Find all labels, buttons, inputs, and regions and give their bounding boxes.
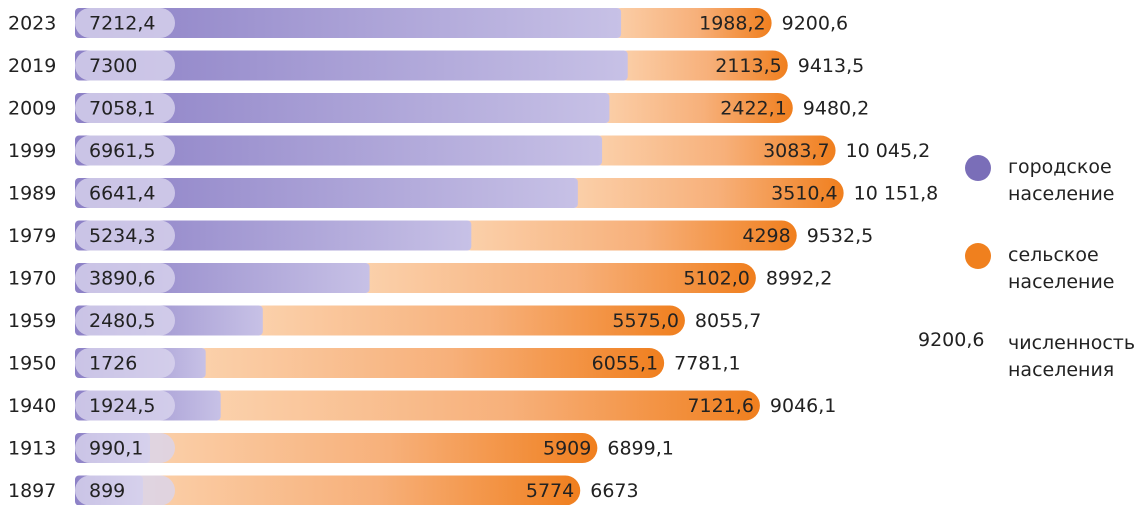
urban-label-pill [75,8,175,38]
rural-bar [606,8,772,38]
urban-value-label: 990,1 [89,438,143,460]
rural-value-label: 4298 [742,225,790,247]
urban-label-pill [75,475,175,505]
rural-bar [562,178,844,208]
urban-value-label: 899 [89,480,125,502]
urban-label-pill [75,50,175,81]
rural-value-label: 6055,1 [592,353,658,375]
total-label: 9046,1 [770,395,836,417]
urban-bar [75,178,578,208]
urban-value-label: 7212,4 [89,13,155,35]
rural-bar [134,433,598,463]
rural-value-label: 5575,0 [612,310,678,332]
legend-label: городское население [1008,156,1115,205]
urban-value-label: 6641,4 [89,183,155,205]
rural-value-label: 5774 [526,480,574,502]
urban-value-label: 7300 [89,55,137,77]
year-label: 1940 [8,395,56,417]
rural-value-label: 2113,5 [715,55,781,77]
urban-label-pill [75,263,175,293]
year-label: 2023 [8,13,56,35]
year-label: 2009 [8,98,56,120]
rural-bar [128,475,581,505]
legend-swatch [965,155,991,181]
year-label: 2019 [8,55,56,77]
rural-bar [205,390,760,421]
total-label: 8055,7 [695,310,761,332]
urban-value-label: 6961,5 [89,140,155,162]
rural-value-label: 5102,0 [683,268,749,290]
year-label: 1970 [8,268,56,290]
urban-label-pill [75,390,175,421]
urban-value-label: 1924,5 [89,395,155,417]
year-label: 1979 [8,225,56,247]
urban-label-pill [75,220,175,251]
urban-label-pill [75,178,175,208]
total-label: 9532,5 [807,225,873,247]
total-label: 10 151,8 [854,183,939,205]
total-label: 10 045,2 [846,140,931,162]
rural-bar [587,135,836,166]
urban-label-pill [75,93,175,123]
rural-bar [594,93,793,123]
urban-bar [75,50,628,81]
urban-bar [75,93,610,123]
urban-value-label: 3890,6 [89,268,155,290]
urban-label-pill [75,305,175,336]
total-label: 7781,1 [674,353,740,375]
rural-bar [354,263,756,293]
year-label: 1959 [8,310,56,332]
urban-bar [75,220,472,251]
rural-value-label: 1988,2 [699,13,765,35]
year-label: 1950 [8,353,56,375]
rural-bar [612,50,788,81]
urban-value-label: 1726 [89,353,137,375]
legend-total-sample: 9200,6 [918,329,985,351]
total-label: 9200,6 [782,13,848,35]
year-label: 1913 [8,438,56,460]
urban-bar [75,8,622,38]
legend-label: сельское население [1008,244,1115,293]
rural-value-label: 2422,1 [720,98,786,120]
rural-value-label: 5909 [543,438,591,460]
total-label: 6899,1 [607,438,673,460]
total-label: 9413,5 [798,55,864,77]
urban-value-label: 5234,3 [89,225,155,247]
legend-label: численность населения [1008,332,1136,381]
year-label: 1999 [8,140,56,162]
rural-bar [456,220,797,251]
legend-swatch [965,243,991,269]
total-label: 8992,2 [766,268,832,290]
total-label: 6673 [590,480,638,502]
urban-value-label: 7058,1 [89,98,155,120]
urban-label-pill [75,433,175,463]
urban-label-pill [75,135,175,166]
year-label: 1897 [8,480,56,502]
rural-value-label: 3510,4 [771,183,837,205]
urban-value-label: 2480,5 [89,310,155,332]
urban-bar [75,135,603,166]
urban-label-pill [75,348,175,378]
rural-bar [190,348,665,378]
rural-bar [247,305,685,336]
year-label: 1989 [8,183,56,205]
rural-value-label: 7121,6 [687,395,753,417]
rural-value-label: 3083,7 [763,140,829,162]
total-label: 9480,2 [803,98,869,120]
